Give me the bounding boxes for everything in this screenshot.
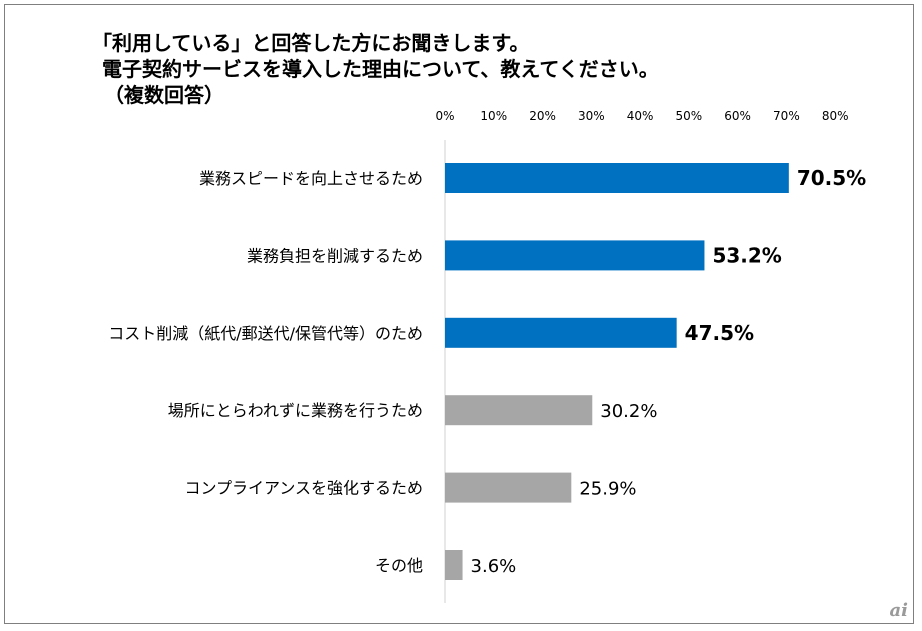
bar-4 [445, 472, 572, 503]
bar-5 [445, 550, 463, 580]
chart-frame [4, 4, 914, 624]
x-tick-label-3: 30% [578, 109, 605, 123]
value-label-1: 53.2% [712, 243, 781, 267]
category-label-0: 業務スピードを向上させるため [199, 169, 423, 188]
value-label-2: 47.5% [685, 321, 754, 345]
bar-1 [445, 240, 705, 271]
watermark-logo: ai [889, 600, 908, 621]
x-tick-label-5: 50% [676, 109, 703, 123]
value-label-5: 3.6% [471, 556, 517, 577]
chart-title: 「利用している」と回答した方にお聞きします。 電子契約サービスを導入した理由につ… [92, 30, 659, 108]
x-tick-label-4: 40% [627, 109, 654, 123]
category-label-4: コンプライアンスを強化するため [184, 479, 423, 498]
category-label-1: 業務負担を削減するため [247, 246, 423, 265]
category-label-2: コスト削減（紙代/郵送代/保管代等）のため [108, 324, 423, 343]
category-label-5: その他 [375, 556, 423, 575]
bar-3 [445, 395, 593, 426]
chart-title-line-1: 「利用している」と回答した方にお聞きします。 [92, 31, 530, 55]
value-label-4: 25.9% [579, 479, 636, 500]
chart-title-line-3: （複数回答） [104, 83, 224, 107]
x-tick-label-2: 20% [529, 109, 556, 123]
value-label-3: 30.2% [600, 401, 657, 422]
x-tick-label-8: 80% [822, 109, 849, 123]
bar-0 [445, 163, 789, 193]
bar-2 [445, 317, 677, 348]
value-label-0: 70.5% [797, 166, 866, 190]
x-tick-label-7: 70% [773, 109, 800, 123]
chart-title-line-2: 電子契約サービスを導入した理由について、教えてください。 [102, 57, 659, 81]
x-tick-label-6: 60% [724, 109, 751, 123]
x-tick-label-1: 10% [480, 109, 507, 123]
category-label-3: 場所にとらわれずに業務を行うため [168, 401, 423, 420]
x-tick-label-0: 0% [435, 109, 454, 123]
